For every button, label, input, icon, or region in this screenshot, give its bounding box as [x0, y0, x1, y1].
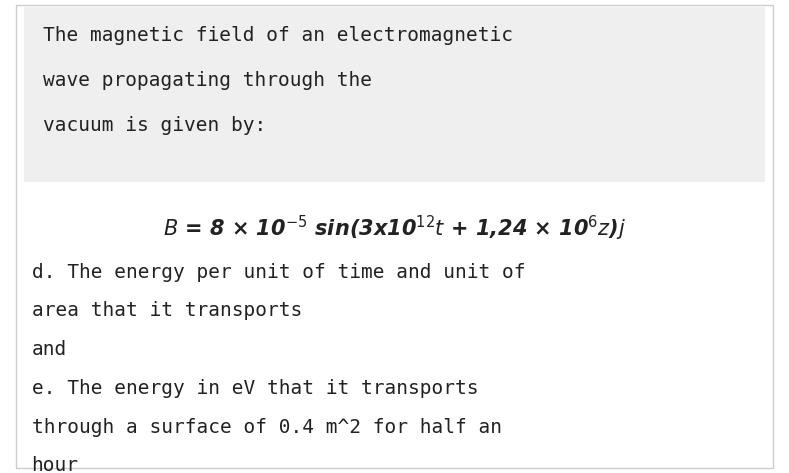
Text: e. The energy in eV that it transports: e. The energy in eV that it transports — [32, 379, 478, 398]
Text: area that it transports: area that it transports — [32, 301, 302, 320]
Text: d. The energy per unit of time and unit of: d. The energy per unit of time and unit … — [32, 263, 525, 281]
Text: through a surface of 0.4 m^2 for half an: through a surface of 0.4 m^2 for half an — [32, 418, 502, 437]
Text: wave propagating through the: wave propagating through the — [43, 71, 372, 90]
FancyBboxPatch shape — [24, 7, 765, 182]
Text: $\mathit{B}$ = 8 × 10$^{-5}$ sin(3x10$^{12}$$\mathit{t}$ + 1,24 × 10$^{6}$$\math: $\mathit{B}$ = 8 × 10$^{-5}$ sin(3x10$^{… — [163, 214, 626, 243]
Text: vacuum is given by:: vacuum is given by: — [43, 116, 267, 135]
Text: hour: hour — [32, 456, 79, 473]
Text: The magnetic field of an electromagnetic: The magnetic field of an electromagnetic — [43, 26, 514, 45]
Text: and: and — [32, 340, 67, 359]
